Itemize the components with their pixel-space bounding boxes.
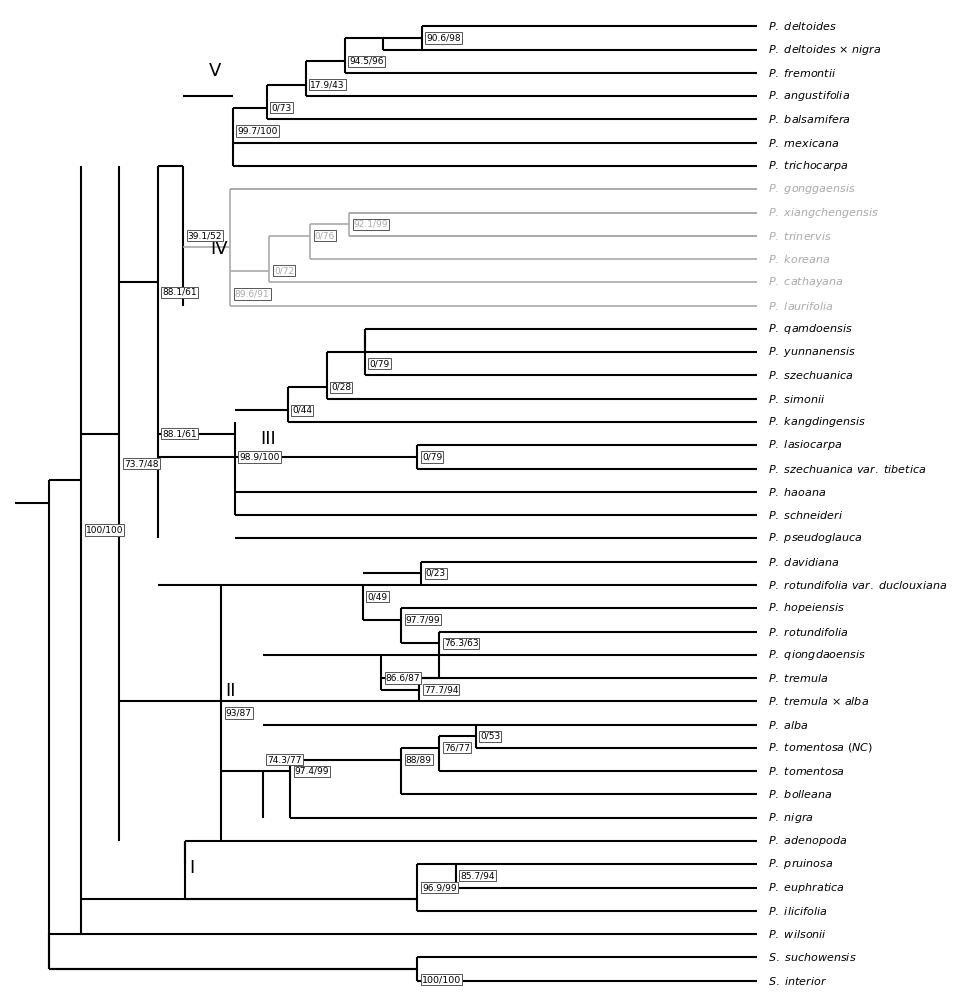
Text: $\it{P.}$ $\it{szechuanica\ var.\ tibetica}$: $\it{P.}$ $\it{szechuanica\ var.\ tibeti… (768, 463, 926, 475)
Text: $\it{P.}$ $\it{pseudoglauca}$: $\it{P.}$ $\it{pseudoglauca}$ (768, 531, 863, 545)
Text: 17.9/43: 17.9/43 (311, 80, 345, 89)
Text: 96.9/99: 96.9/99 (422, 883, 456, 892)
Text: 0/79: 0/79 (422, 452, 442, 461)
Text: $\it{P.}$ $\it{tomentosa\ (NC)}$: $\it{P.}$ $\it{tomentosa\ (NC)}$ (768, 741, 873, 754)
Text: $\it{P.}$ $\it{rotundifolia\ var.\ duclouxiana}$: $\it{P.}$ $\it{rotundifolia\ var.\ duclo… (768, 579, 948, 591)
Text: $\it{P.}$ $\it{bolleana}$: $\it{P.}$ $\it{bolleana}$ (768, 788, 833, 800)
Text: IV: IV (210, 240, 228, 258)
Text: 73.7/48: 73.7/48 (124, 459, 158, 468)
Text: $\it{P.}$ $\it{rotundifolia}$: $\it{P.}$ $\it{rotundifolia}$ (768, 626, 849, 638)
Text: $\it{P.}$ $\it{hopeiensis}$: $\it{P.}$ $\it{hopeiensis}$ (768, 601, 845, 615)
Text: $\it{P.}$ $\it{trinervis}$: $\it{P.}$ $\it{trinervis}$ (768, 230, 832, 242)
Text: 97.4/99: 97.4/99 (295, 767, 329, 776)
Text: $\it{P.}$ $\it{kangdingensis}$: $\it{P.}$ $\it{kangdingensis}$ (768, 415, 866, 429)
Text: 0/23: 0/23 (426, 569, 446, 578)
Text: 88/89: 88/89 (405, 755, 431, 764)
Text: 0/72: 0/72 (274, 266, 294, 275)
Text: 97.7/99: 97.7/99 (405, 615, 440, 624)
Text: $\it{P.}$ $\it{euphratica}$: $\it{P.}$ $\it{euphratica}$ (768, 881, 845, 895)
Text: 0/79: 0/79 (370, 359, 390, 368)
Text: $\it{P.}$ $\it{ilicifolia}$: $\it{P.}$ $\it{ilicifolia}$ (768, 905, 828, 917)
Text: 98.9/100: 98.9/100 (239, 452, 280, 461)
Text: 76.3/63: 76.3/63 (444, 639, 479, 648)
Text: $\it{P.}$ $\it{lasiocarpa}$: $\it{P.}$ $\it{lasiocarpa}$ (768, 438, 842, 452)
Text: $\it{P.}$ $\it{nigra}$: $\it{P.}$ $\it{nigra}$ (768, 811, 813, 825)
Text: 76/77: 76/77 (444, 743, 470, 752)
Text: $\it{P.}$ $\it{adenopoda}$: $\it{P.}$ $\it{adenopoda}$ (768, 834, 847, 848)
Text: 0/73: 0/73 (271, 103, 291, 112)
Text: 74.3/77: 74.3/77 (267, 755, 302, 764)
Text: $\it{P.}$ $\it{qamdoensis}$: $\it{P.}$ $\it{qamdoensis}$ (768, 322, 853, 336)
Text: $\it{P.}$ $\it{gonggaensis}$: $\it{P.}$ $\it{gonggaensis}$ (768, 182, 856, 196)
Text: $\it{P.}$ $\it{tomentosa}$: $\it{P.}$ $\it{tomentosa}$ (768, 765, 845, 777)
Text: $\it{P.}$ $\it{haoana}$: $\it{P.}$ $\it{haoana}$ (768, 486, 827, 498)
Text: $\it{P.}$ $\it{deltoides\ ×\ nigra}$: $\it{P.}$ $\it{deltoides\ ×\ nigra}$ (768, 43, 881, 57)
Text: $\it{P.}$ $\it{tremula\ ×\ alba}$: $\it{P.}$ $\it{tremula\ ×\ alba}$ (768, 695, 869, 707)
Text: 77.7/94: 77.7/94 (424, 685, 458, 694)
Text: 100/100: 100/100 (86, 526, 124, 535)
Text: 85.7/94: 85.7/94 (460, 871, 495, 880)
Text: 100/100: 100/100 (422, 975, 461, 984)
Text: $\it{P.}$ $\it{koreana}$: $\it{P.}$ $\it{koreana}$ (768, 253, 831, 265)
Text: 92.1/99: 92.1/99 (354, 220, 388, 229)
Text: 0/76: 0/76 (315, 231, 335, 240)
Text: $\it{P.}$ $\it{simonii}$: $\it{P.}$ $\it{simonii}$ (768, 393, 826, 405)
Text: $\it{P.}$ $\it{schneideri}$: $\it{P.}$ $\it{schneideri}$ (768, 509, 843, 521)
Text: II: II (225, 682, 235, 700)
Text: $\it{P.}$ $\it{fremontii}$: $\it{P.}$ $\it{fremontii}$ (768, 67, 837, 79)
Text: $\it{P.}$ $\it{tremula}$: $\it{P.}$ $\it{tremula}$ (768, 672, 829, 684)
Text: 88.1/61: 88.1/61 (162, 429, 197, 438)
Text: $\it{P.}$ $\it{szechuanica}$: $\it{P.}$ $\it{szechuanica}$ (768, 369, 854, 381)
Text: $\it{P.}$ $\it{alba}$: $\it{P.}$ $\it{alba}$ (768, 719, 809, 731)
Text: $\it{S.}$ $\it{interior}$: $\it{S.}$ $\it{interior}$ (768, 975, 827, 987)
Text: 0/28: 0/28 (331, 383, 351, 392)
Text: 90.6/98: 90.6/98 (427, 33, 461, 42)
Text: $\it{P.}$ $\it{wilsonii}$: $\it{P.}$ $\it{wilsonii}$ (768, 928, 827, 940)
Text: V: V (208, 62, 221, 80)
Text: 99.7/100: 99.7/100 (237, 127, 278, 136)
Text: $\it{S.}$ $\it{suchowensis}$: $\it{S.}$ $\it{suchowensis}$ (768, 951, 857, 963)
Text: I: I (189, 859, 195, 877)
Text: $\it{P.}$ $\it{trichocarpa}$: $\it{P.}$ $\it{trichocarpa}$ (768, 159, 848, 173)
Text: 39.1/52: 39.1/52 (187, 231, 222, 240)
Text: $\it{P.}$ $\it{balsamifera}$: $\it{P.}$ $\it{balsamifera}$ (768, 113, 851, 125)
Text: $\it{P.}$ $\it{angustifolia}$: $\it{P.}$ $\it{angustifolia}$ (768, 89, 850, 103)
Text: 93/87: 93/87 (226, 708, 252, 717)
Text: 0/44: 0/44 (292, 406, 312, 415)
Text: $\it{P.}$ $\it{qiongdaoensis}$: $\it{P.}$ $\it{qiongdaoensis}$ (768, 648, 867, 662)
Text: $\it{P.}$ $\it{xiangchengensis}$: $\it{P.}$ $\it{xiangchengensis}$ (768, 206, 879, 220)
Text: 86.6/87: 86.6/87 (386, 674, 421, 683)
Text: $\it{P.}$ $\it{davidiana}$: $\it{P.}$ $\it{davidiana}$ (768, 556, 840, 568)
Text: $\it{P.}$ $\it{yunnanensis}$: $\it{P.}$ $\it{yunnanensis}$ (768, 345, 856, 359)
Text: 94.5/96: 94.5/96 (349, 57, 384, 66)
Text: $\it{P.}$ $\it{mexicana}$: $\it{P.}$ $\it{mexicana}$ (768, 137, 840, 149)
Text: III: III (261, 430, 276, 448)
Text: 0/49: 0/49 (368, 592, 388, 601)
Text: $\it{P.}$ $\it{deltoides}$: $\it{P.}$ $\it{deltoides}$ (768, 20, 837, 32)
Text: $\it{P.}$ $\it{cathayana}$: $\it{P.}$ $\it{cathayana}$ (768, 275, 843, 289)
Text: $\it{P.}$ $\it{laurifolia}$: $\it{P.}$ $\it{laurifolia}$ (768, 300, 834, 312)
Text: 88.1/61: 88.1/61 (162, 288, 197, 297)
Text: $\it{P.}$ $\it{pruinosa}$: $\it{P.}$ $\it{pruinosa}$ (768, 857, 834, 871)
Text: 89.6/91: 89.6/91 (234, 290, 269, 299)
Text: 0/53: 0/53 (481, 732, 501, 741)
